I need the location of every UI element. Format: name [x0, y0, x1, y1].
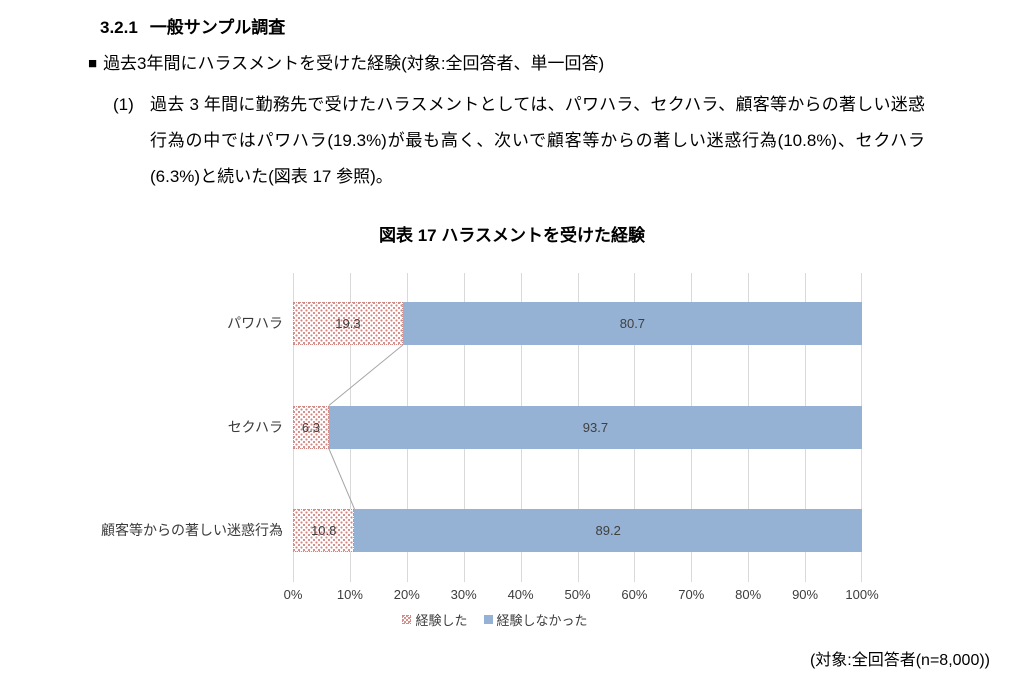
subsection-heading: ■ 過去3年間にハラスメントを受けた経験(対象:全回答者、単一回答) — [88, 49, 604, 74]
legend-item-not-experienced: 経験しなかった — [483, 610, 588, 629]
x-axis-tick-label: 90% — [792, 587, 819, 602]
bar-value-label: 89.2 — [595, 523, 621, 538]
chart-title: 図表 17 ハラスメントを受けた経験 — [378, 226, 645, 245]
legend-label-experienced: 経験した — [415, 613, 468, 628]
x-axis-tick-label: 0% — [283, 587, 303, 602]
paragraph-number: (1) — [113, 95, 134, 114]
bar-value-label: 80.7 — [619, 316, 646, 331]
x-axis-tick-label: 30% — [450, 587, 477, 602]
x-axis-tick-label: 40% — [507, 587, 534, 602]
x-axis-tick-label: 20% — [393, 587, 420, 602]
bar-value-label: 6.3 — [301, 419, 320, 435]
category-label: パワハラ — [227, 315, 283, 331]
bar-segment-experienced: 19.3 — [293, 302, 403, 345]
blue-square-swatch-icon — [483, 615, 493, 624]
x-axis-tick-label: 80% — [735, 587, 762, 602]
legend-item-experienced: 経験した — [402, 610, 468, 629]
bar-segment-experienced: 10.8 — [293, 509, 355, 552]
x-axis-tick-label: 60% — [621, 587, 648, 602]
bar-segment-experienced: 6.3 — [293, 405, 329, 449]
chart-plot-area: パワハラ 19.3 80.7 セクハラ 6.3 93.7 顧客等からの著しい迷惑行為 10.8… — [101, 273, 862, 582]
bar-value-label: 93.7 — [582, 419, 609, 435]
section-number: 3.2.1 — [100, 18, 138, 37]
bar-segment-not-experienced: 80.7 — [402, 302, 862, 345]
x-axis-tick-labels: 0% 10% 20% 30% 40% 50% 60% 70% 80% 90% 100% — [284, 587, 879, 605]
chart-legend: 経験した 経験しなかった — [85, 610, 905, 629]
x-axis-tick-label: 10% — [336, 587, 363, 602]
legend-label-not-experienced: 経験しなかった — [496, 613, 588, 628]
paragraph-text: 過去 3 年間に勤務先で受けたハラスメントとしては、パワハラ、セクハラ、顧客等か… — [150, 95, 925, 186]
square-bullet-icon: ■ — [88, 55, 98, 72]
x-axis-tick-label: 70% — [678, 587, 705, 602]
sample-size-footnote: (対象:全回答者(n=8,000)) — [809, 652, 990, 669]
bar-segment-not-experienced: 89.2 — [354, 509, 862, 552]
bar-value-label: 10.8 — [311, 523, 337, 538]
body-paragraph: (1) 過去 3 年間に勤務先で受けたハラスメントとしては、パワハラ、セクハラ、… — [113, 87, 925, 195]
dotted-pattern-swatch-icon — [402, 615, 412, 624]
x-axis-tick-label: 50% — [564, 587, 591, 602]
x-axis-tick-label: 100% — [845, 587, 879, 602]
section-title: 3.2.1 一般サンプル調査 — [100, 13, 285, 38]
bar-row: セクハラ 6.3 93.7 — [228, 405, 862, 449]
bar-row: 顧客等からの著しい迷惑行為 10.8 89.2 — [101, 509, 862, 552]
category-label: セクハラ — [227, 418, 283, 435]
subsection-heading-text: 過去3年間にハラスメントを受けた経験(対象:全回答者、単一回答) — [103, 54, 605, 73]
bar-row: パワハラ 19.3 80.7 — [227, 302, 862, 345]
bar-segment-not-experienced: 93.7 — [328, 405, 862, 449]
section-title-text: 一般サンプル調査 — [149, 18, 286, 37]
bar-value-label: 19.3 — [335, 316, 361, 331]
category-label: 顧客等からの著しい迷惑行為 — [101, 522, 283, 538]
